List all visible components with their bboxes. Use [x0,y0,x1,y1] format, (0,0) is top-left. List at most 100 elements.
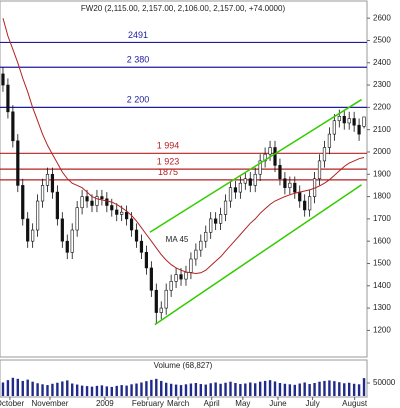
candle-body [218,214,223,224]
volume-bar [323,380,326,396]
candle-body [223,200,228,215]
candle-body [80,196,84,209]
candle-body [288,182,292,188]
volume-bar [254,383,257,396]
volume-tick-label: 50000 [373,378,396,387]
volume-bar [333,381,336,396]
candle-body [283,178,287,188]
candle-body [70,229,74,253]
volume-bar [293,384,296,396]
candle-body [174,274,178,282]
volume-bar [31,381,34,396]
volume-bar [11,377,15,396]
candle-body [317,160,322,180]
y-tick-label: 1800 [373,192,391,201]
volume-bar [120,385,123,396]
x-tick-label: May [235,399,250,408]
candle-body [362,116,366,127]
candle-body [134,229,139,242]
candle-body [55,191,59,220]
volume-bar [229,381,232,396]
candle-body [214,218,218,224]
y-tick-label: 1600 [373,236,391,245]
x-tick-label: March [167,399,189,408]
candle-body [184,272,188,280]
x-tick-label: April [204,399,220,408]
candle-body [65,240,69,253]
volume-bar [46,385,49,396]
x-tick-label: 2009 [96,399,114,408]
candle-body [308,196,312,211]
volume-bar [135,383,138,396]
candle-body [327,133,332,148]
volume-bar [80,385,84,396]
volume-bar [75,384,79,396]
y-tick-label: 2600 [373,13,391,22]
candle-body [253,173,257,186]
volume-bar [234,383,237,396]
x-tick-label: June [269,399,287,408]
volume-bar [343,383,346,396]
volume-bar [26,379,29,396]
candle-body [347,118,351,124]
chart-title: FW20 (2,115.00, 2,157.00, 2,106.00, 2,15… [81,4,286,13]
volume-bar [288,384,292,396]
candle-body [16,140,20,186]
candle-body [209,218,213,233]
y-tick-label: 1900 [373,169,391,178]
volume-bar [155,378,158,396]
candle-body [342,115,346,124]
candle-body [120,211,124,215]
candle-body [233,187,238,193]
volume-bar [258,381,262,396]
candle-body [298,191,302,202]
candle-body [129,218,134,231]
volume-bar [313,383,316,396]
volume-bar [338,382,341,396]
volume-bar [1,382,5,396]
volume-bar [21,380,24,396]
volume-bar [150,379,153,396]
volume-bar [85,386,89,396]
candle-body [189,258,193,273]
candle-body [337,115,341,122]
candle-body [95,196,99,206]
volume-bar [328,380,331,396]
volume-bar [303,382,306,396]
volume-bar [347,382,351,396]
volume-bar [249,382,252,396]
candle-body [352,118,356,126]
y-tick-label: 1200 [373,325,391,334]
volume-bar [110,386,113,396]
volume-bar [219,383,222,396]
volume-bar [209,383,212,396]
volume-bar [130,384,133,396]
volume-bar [179,385,183,396]
candle-body [332,120,336,135]
volume-bar [66,380,69,396]
volume-bar [174,384,178,396]
volume-bar [160,380,163,396]
candle-body [1,73,5,86]
candle-body [194,249,198,260]
candle-body [50,173,55,193]
candle-body [139,240,144,253]
volume-bar [95,385,99,396]
volume-bar [278,383,282,396]
volume-bar [318,381,321,396]
volume-bar [105,386,109,396]
volume-bar [214,382,217,396]
candle-body [100,196,104,200]
candle-body [268,147,272,155]
level-label: 1 923 [157,157,180,167]
y-tick-label: 1300 [373,303,391,312]
volume-bar [90,386,94,396]
candle-body [322,147,327,162]
y-tick-label: 2400 [373,58,391,67]
volume-bar [16,378,20,396]
candle-body [303,200,307,211]
volume-bar [263,380,267,396]
volume-bar [71,383,74,396]
